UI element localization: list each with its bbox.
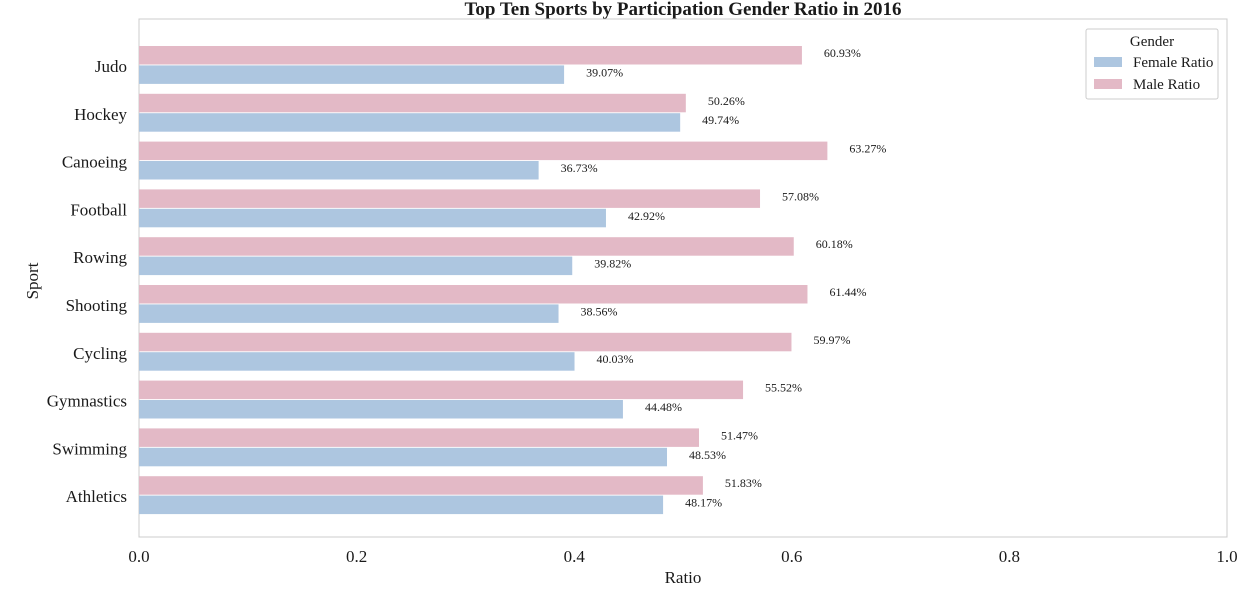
bars-layer: [139, 46, 828, 515]
bar-female-hockey: [139, 113, 681, 132]
value-label-female-judo: 39.07%: [586, 65, 623, 79]
bar-female-rowing: [139, 256, 573, 276]
legend-label-female: Female Ratio: [1133, 55, 1213, 71]
category-label-athletics: Athletics: [66, 487, 127, 506]
value-label-male-cycling: 59.97%: [813, 333, 850, 347]
category-label-hockey: Hockey: [74, 105, 127, 124]
bar-male-judo: [139, 46, 802, 65]
bar-female-cycling: [139, 352, 575, 371]
value-label-female-hockey: 49.74%: [702, 113, 739, 127]
legend: Gender Female Ratio Male Ratio: [1085, 28, 1219, 100]
category-label-gymnastics: Gymnastics: [47, 392, 127, 411]
category-label-rowing: Rowing: [73, 248, 127, 267]
chart-title: Top Ten Sports by Participation Gender R…: [464, 0, 901, 20]
bar-female-shooting: [139, 304, 559, 323]
value-label-female-gymnastics: 44.48%: [645, 400, 682, 414]
bar-male-gymnastics: [139, 380, 744, 400]
bar-male-shooting: [139, 285, 808, 304]
value-label-female-cycling: 40.03%: [597, 352, 634, 366]
value-label-male-hockey: 50.26%: [708, 94, 745, 108]
category-label-judo: Judo: [95, 57, 127, 76]
value-label-female-shooting: 38.56%: [581, 304, 618, 318]
value-label-female-swimming: 48.53%: [689, 448, 726, 462]
bar-male-hockey: [139, 93, 686, 113]
value-label-male-athletics: 51.83%: [725, 476, 762, 490]
value-label-male-judo: 60.93%: [824, 46, 861, 60]
bar-female-swimming: [139, 447, 668, 467]
bar-male-rowing: [139, 237, 794, 256]
category-label-canoeing: Canoeing: [62, 153, 128, 172]
category-label-cycling: Cycling: [73, 344, 127, 363]
bar-female-football: [139, 208, 606, 228]
bar-female-canoeing: [139, 161, 539, 180]
category-label-football: Football: [70, 200, 127, 219]
bar-male-cycling: [139, 332, 792, 352]
bar-male-football: [139, 189, 761, 208]
bar-male-canoeing: [139, 141, 828, 161]
value-label-female-athletics: 48.17%: [685, 496, 722, 510]
plot-frame: [138, 18, 1228, 538]
legend-label-male: Male Ratio: [1133, 77, 1200, 93]
value-label-female-football: 42.92%: [628, 209, 665, 223]
value-label-male-football: 57.08%: [782, 189, 819, 203]
x-tick-label: 0.2: [346, 547, 367, 566]
category-label-swimming: Swimming: [52, 439, 127, 458]
bar-female-athletics: [139, 495, 664, 515]
x-tick-label: 0.6: [781, 547, 802, 566]
value-label-male-gymnastics: 55.52%: [765, 381, 802, 395]
bar-male-swimming: [139, 428, 699, 447]
value-label-male-swimming: 51.47%: [721, 428, 758, 442]
x-axis-label: Ratio: [665, 568, 702, 587]
value-label-male-shooting: 61.44%: [829, 285, 866, 299]
bar-male-athletics: [139, 476, 703, 495]
legend-swatch-female: [1094, 57, 1122, 67]
y-axis-label: Sport: [23, 262, 42, 299]
x-tick-label: 0.8: [999, 547, 1020, 566]
category-labels-layer: Judo Hockey Canoeing Football Rowing Shooting…: [47, 57, 128, 506]
bar-female-judo: [139, 65, 565, 84]
category-label-shooting: Shooting: [66, 296, 128, 315]
x-tick-label: 1.0: [1216, 547, 1237, 566]
value-label-female-canoeing: 36.73%: [561, 161, 598, 175]
value-labels-layer: 60.93% 39.07% 50.26% 49.74% 63.27% 36.73% 57.0…: [561, 46, 887, 510]
x-tick-label: 0.4: [564, 547, 586, 566]
legend-swatch-male: [1094, 79, 1122, 89]
value-label-male-rowing: 60.18%: [816, 237, 853, 251]
bar-female-gymnastics: [139, 400, 623, 419]
x-axis-ticks: 0.0 0.2 0.4 0.6 0.8 1.0: [128, 547, 1237, 566]
legend-title: Gender: [1130, 34, 1174, 50]
value-label-female-rowing: 39.82%: [594, 257, 631, 271]
value-label-male-canoeing: 63.27%: [849, 142, 886, 156]
x-tick-label: 0.0: [128, 547, 149, 566]
